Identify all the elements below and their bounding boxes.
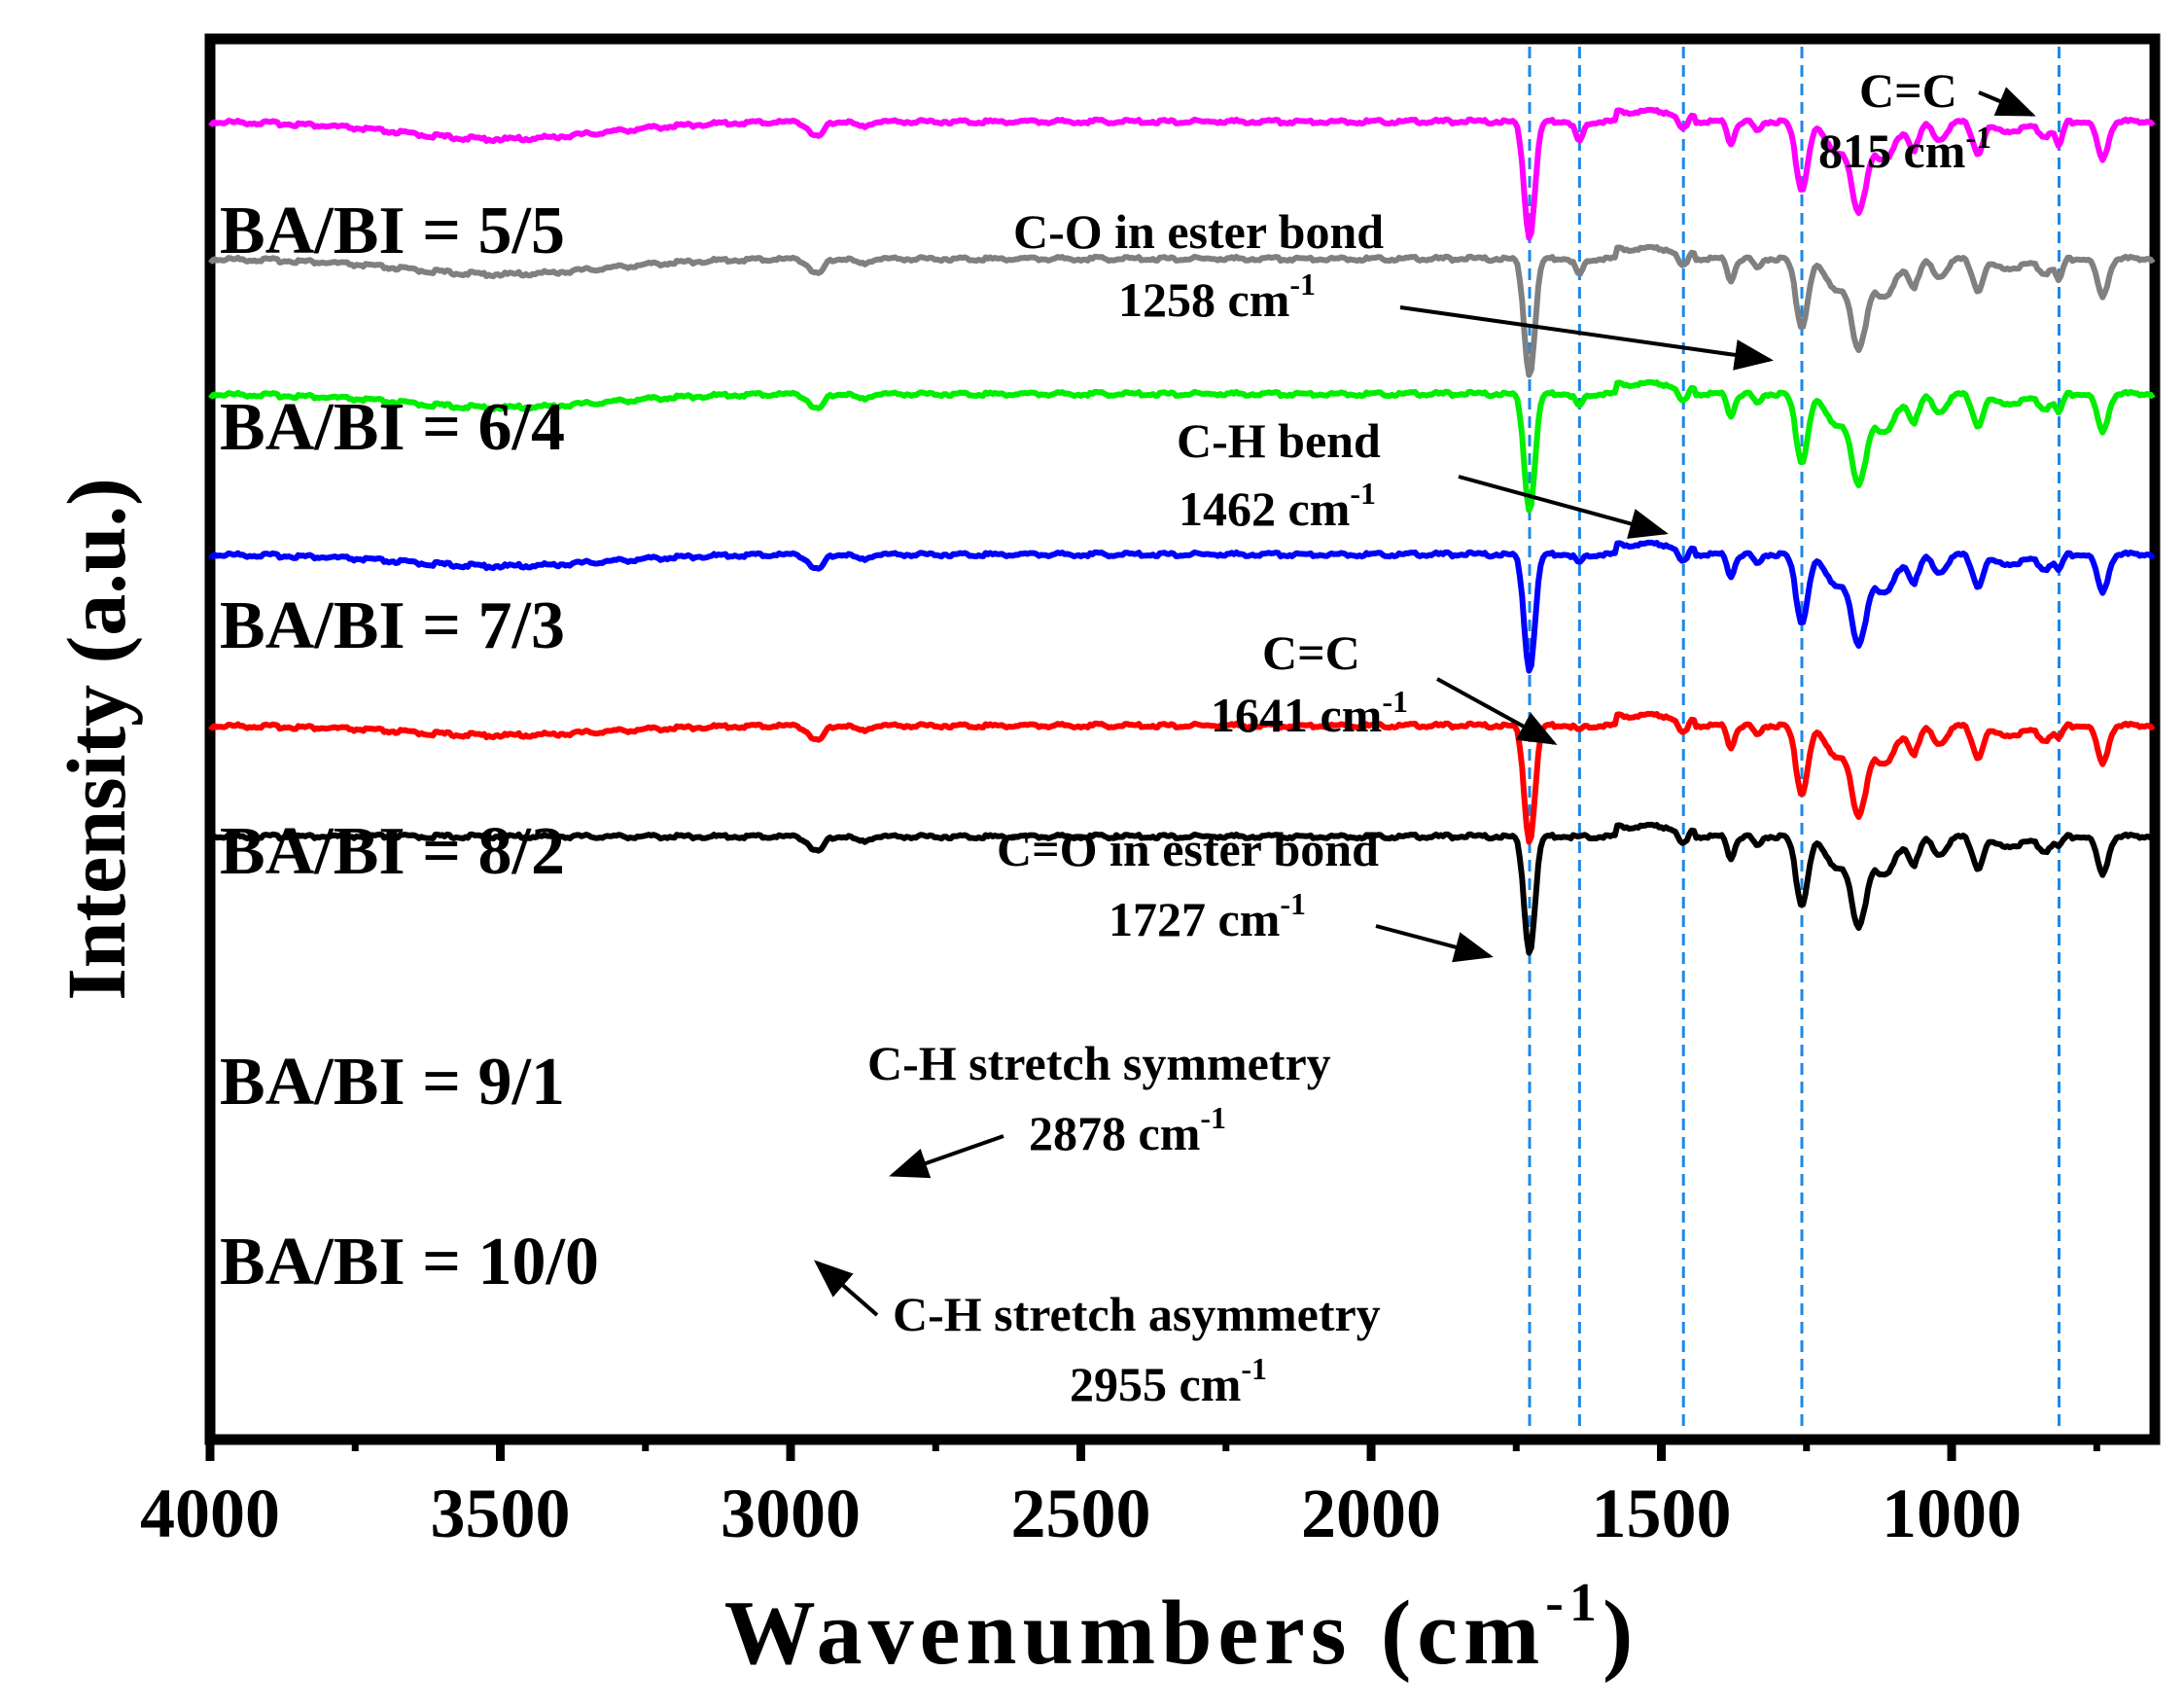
annot-1258-line2: 1258 cm-1 <box>1118 267 1316 327</box>
spectra <box>208 106 2156 956</box>
arrow-1727 <box>1375 924 1494 963</box>
series-line-10-0 <box>208 821 2156 956</box>
x-tick-label: 1500 <box>1592 1475 1732 1552</box>
annot-2955-line2: 2955 cm-1 <box>1070 1351 1267 1411</box>
x-tick-label: 2000 <box>1301 1475 1441 1552</box>
series-label-7-3: BA/BI = 7/3 <box>220 588 565 663</box>
series-line-8-2 <box>208 539 2156 674</box>
annot-815-line2: 815 cm-1 <box>1818 120 1991 178</box>
x-tick-label: 2500 <box>1011 1475 1151 1552</box>
x-ticks: 4000 3500 3000 2500 2000 1500 1000 <box>140 1440 2100 1552</box>
annot-2955-line1: C-H stretch asymmetry <box>893 1287 1381 1341</box>
series-label-10-0: BA/BI = 10/0 <box>220 1225 599 1299</box>
annot-1727-line2: 1727 cm-1 <box>1109 886 1306 946</box>
arrow-1258 <box>1399 305 1774 371</box>
series-labels: BA/BI = 5/5 BA/BI = 6/4 BA/BI = 7/3 BA/B… <box>220 194 599 1299</box>
arrow-1641 <box>1436 677 1558 745</box>
series-label-6-4: BA/BI = 6/4 <box>220 390 565 465</box>
annot-1258-line1: C-O in ester bond <box>1013 204 1384 259</box>
annot-815-line1: C=C <box>1859 63 1957 118</box>
x-tick-label: 4000 <box>140 1475 280 1552</box>
series-label-8-2: BA/BI = 8/2 <box>220 814 565 889</box>
arrow-1462 <box>1458 475 1669 539</box>
arrow-815 <box>1978 87 2036 117</box>
annot-1462-line2: 1462 cm-1 <box>1179 476 1376 536</box>
x-tick-label: 3500 <box>431 1475 571 1552</box>
arrow-2878 <box>889 1134 1004 1179</box>
annot-2878-line2: 2878 cm-1 <box>1029 1100 1226 1160</box>
annot-1727-line1: C=O in ester bond <box>997 822 1379 876</box>
series-label-5-5: BA/BI = 5/5 <box>220 194 565 268</box>
annot-1641-line1: C=C <box>1262 625 1360 680</box>
annot-1462-line1: C-H bend <box>1177 413 1381 468</box>
series-line-5-5 <box>208 106 2156 241</box>
annot-2878-line1: C-H stretch symmetry <box>867 1036 1331 1090</box>
x-tick-label: 1000 <box>1882 1475 2022 1552</box>
annotations: C=C 815 cm-1 C-O in ester bond 1258 cm-1… <box>813 63 2036 1411</box>
x-axis-title: Wavenumbers (cm-1) <box>724 1573 1639 1684</box>
series-line-9-1 <box>208 710 2156 845</box>
x-tick-label: 3000 <box>721 1475 861 1552</box>
series-label-9-1: BA/BI = 9/1 <box>220 1045 565 1120</box>
series-line-6-4 <box>208 243 2156 378</box>
arrow-2955 <box>813 1260 879 1317</box>
y-axis-title: Intensity (a.u.) <box>50 478 143 1001</box>
series-line-7-3 <box>208 378 2156 514</box>
annot-1641-line2: 1641 cm-1 <box>1211 684 1408 742</box>
